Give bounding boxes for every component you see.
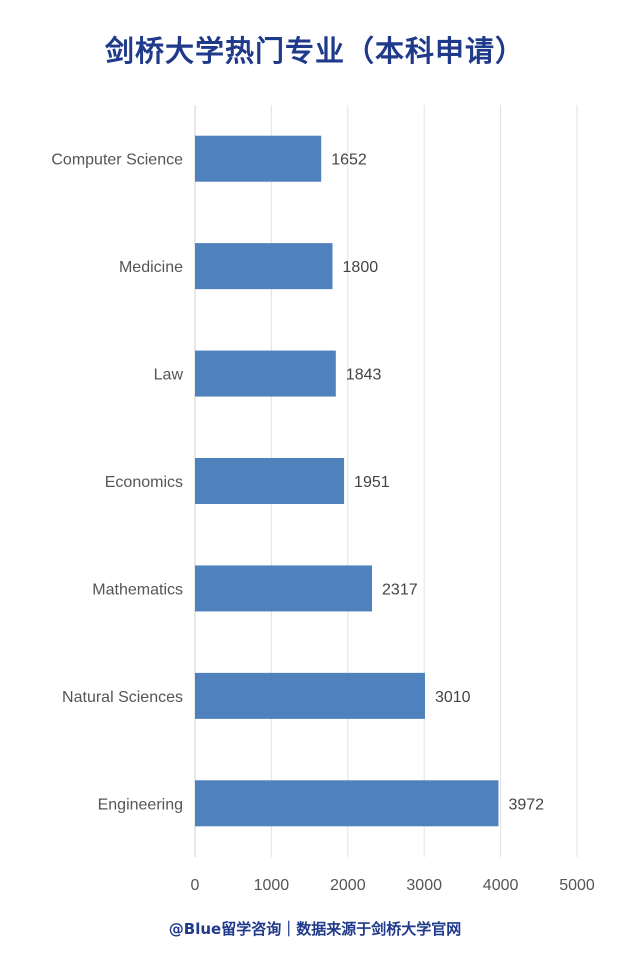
value-label: 1652: [331, 152, 367, 169]
category-label: Economics: [105, 474, 183, 491]
value-label: 2317: [382, 581, 418, 598]
category-label: Computer Science: [51, 152, 183, 169]
value-label: 3010: [435, 689, 471, 706]
value-label: 1951: [354, 474, 390, 491]
value-label: 3972: [508, 796, 544, 813]
bar: [195, 243, 333, 290]
category-label: Engineering: [98, 796, 183, 813]
category-label: Mathematics: [92, 581, 183, 598]
value-label: 1800: [343, 259, 379, 276]
bar: [195, 672, 425, 719]
category-labels: Computer Science Medicine Law Economics Math…: [51, 152, 183, 814]
value-label: 1843: [346, 367, 382, 384]
bar: [195, 350, 336, 397]
bar: [195, 458, 345, 504]
x-tick-label: 5000: [559, 877, 595, 894]
source-footer: @Blue留学咨询｜数据来源于剑桥大学官网: [168, 920, 462, 938]
bars: [195, 135, 499, 827]
bar: [195, 565, 373, 612]
category-label: Law: [154, 367, 184, 384]
x-tick-label: 2000: [330, 877, 366, 894]
x-tick-label: 0: [191, 877, 200, 894]
category-label: Natural Sciences: [62, 689, 183, 706]
x-tick-labels: 0 1000 2000 3000 4000 5000: [191, 877, 595, 894]
x-tick-label: 3000: [406, 877, 442, 894]
category-label: Medicine: [119, 259, 183, 276]
chart-title: 剑桥大学热门专业（本科申请）: [104, 34, 525, 68]
bar: [195, 135, 322, 182]
x-tick-label: 1000: [254, 877, 290, 894]
bar: [195, 780, 499, 827]
x-tick-label: 4000: [483, 877, 519, 894]
value-labels: 1652 1800 1843 1951 2317 3010 3972: [331, 152, 544, 814]
